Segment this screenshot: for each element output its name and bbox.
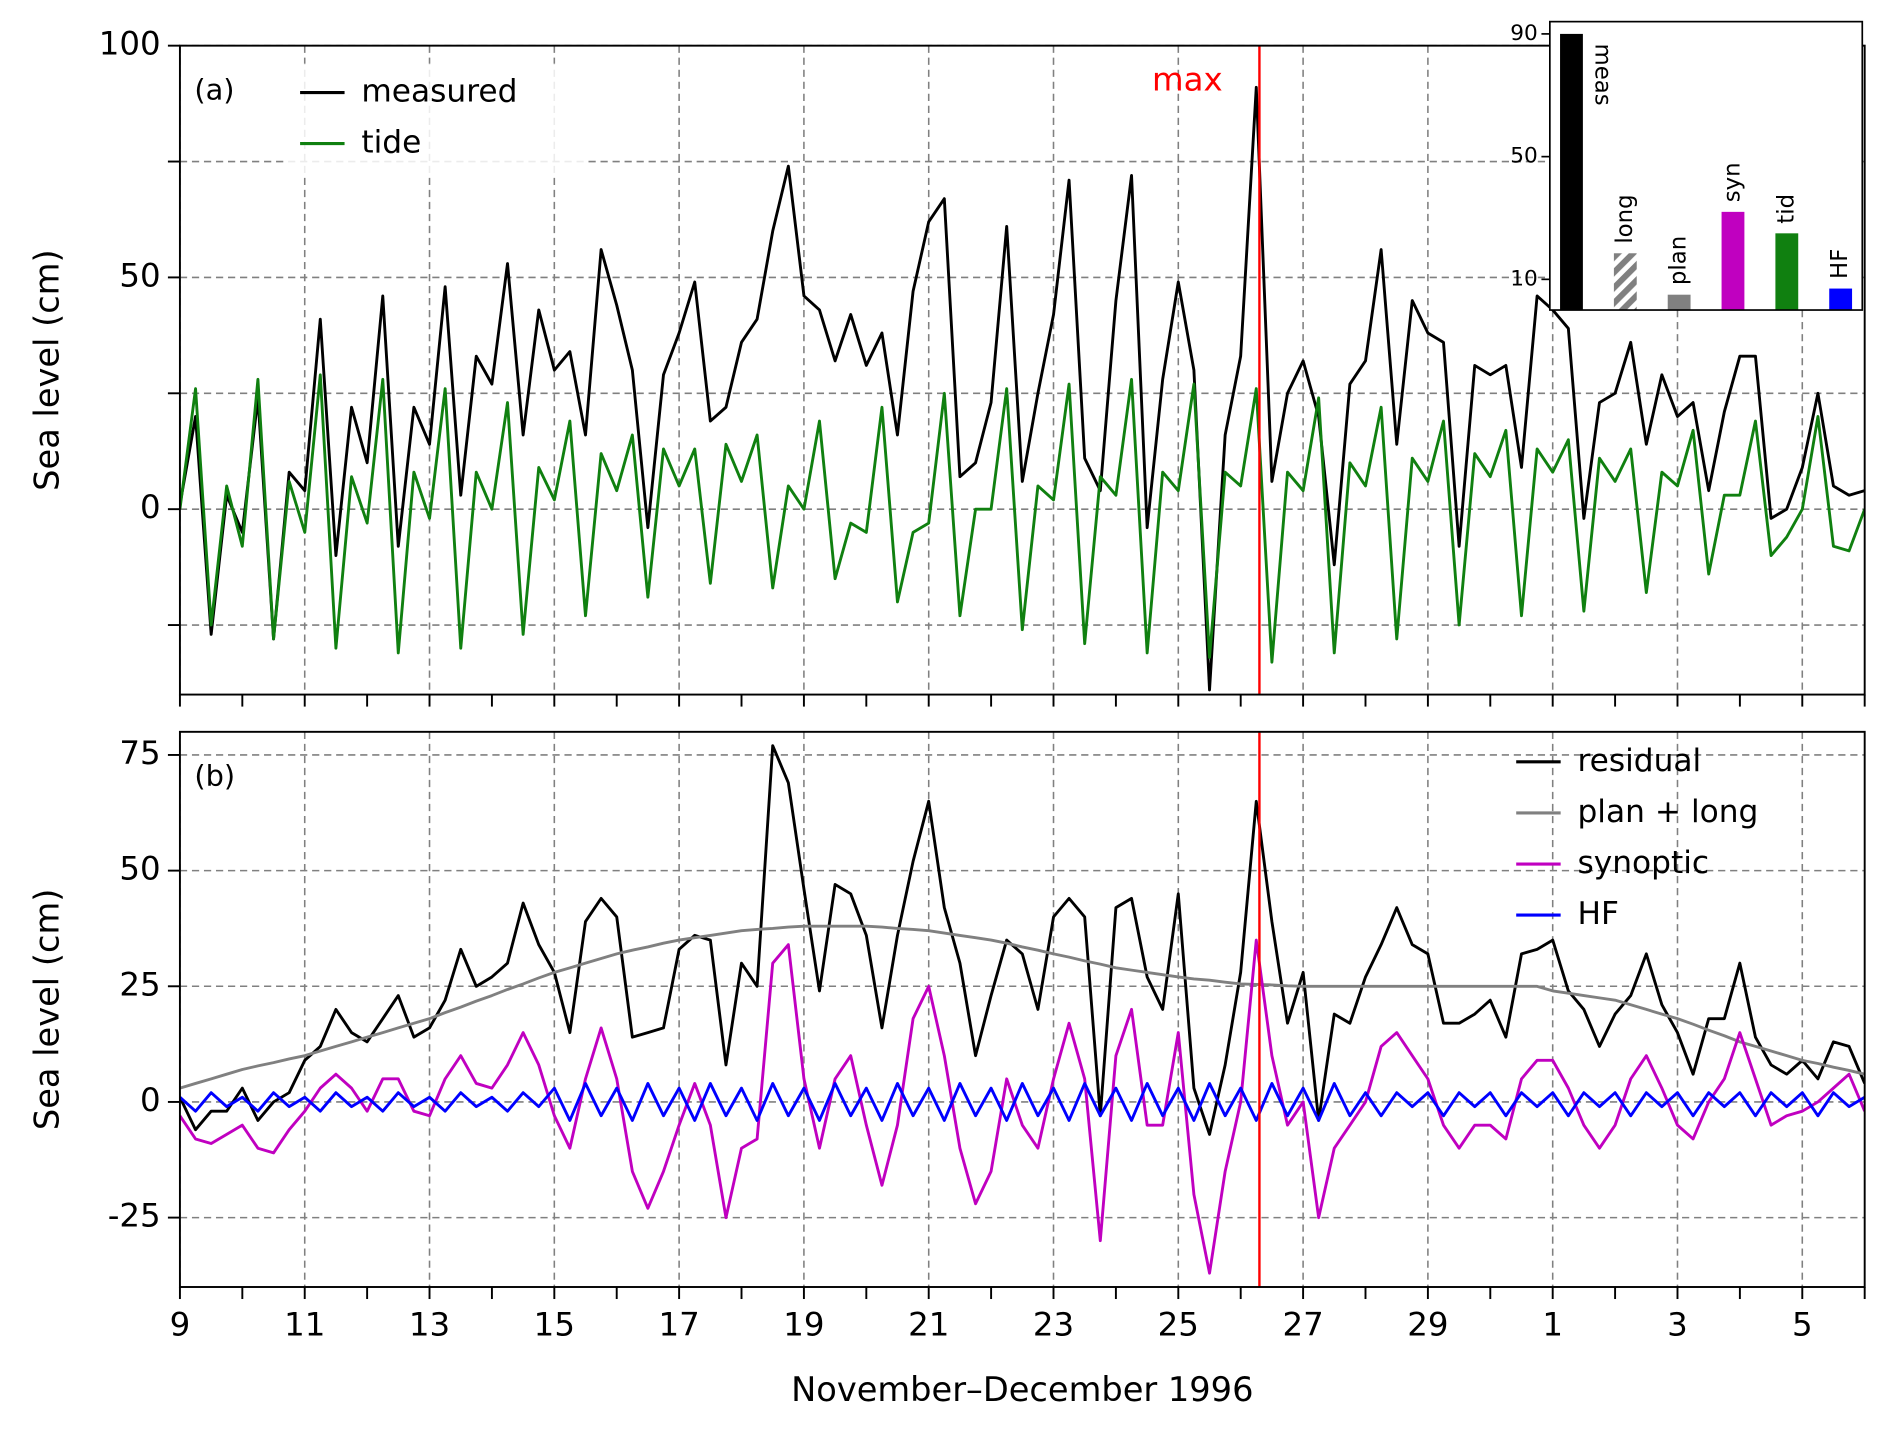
bar: [1829, 288, 1853, 311]
x-tick-label: 19: [783, 1306, 824, 1344]
bar: [1721, 211, 1745, 311]
y-tick-label: 50: [119, 850, 160, 888]
plot-area: [179, 744, 1865, 1275]
x-tick-label: 21: [908, 1306, 949, 1344]
inset-frame: [1549, 20, 1864, 311]
bar-label: plan: [1666, 236, 1692, 285]
legend-label: measured: [361, 74, 517, 110]
y-tick-label: 10: [1510, 266, 1538, 291]
y-tick-label: 0: [140, 488, 161, 526]
y-tick-label: 75: [119, 734, 160, 772]
series-line: [179, 938, 1865, 1275]
y-tick-label: 100: [99, 25, 161, 63]
panel-label: (b): [194, 758, 235, 792]
bar-label: tid: [1773, 194, 1799, 224]
bar: [1667, 294, 1691, 311]
legend-box: [285, 63, 587, 174]
bar-label: meas: [1590, 44, 1616, 106]
x-tick-label: 9: [170, 1306, 191, 1344]
inset-background: [1549, 21, 1863, 311]
x-tick-label: 5: [1792, 1306, 1813, 1344]
x-axis-label: November–December 1996: [791, 1370, 1253, 1409]
x-tick-label: 29: [1407, 1306, 1448, 1344]
y-axis-label: Sea level (cm): [27, 249, 66, 490]
x-tick-label: 17: [658, 1306, 699, 1344]
legend-label: plan + long: [1577, 794, 1758, 830]
plot-area: [179, 85, 1865, 692]
legend-label: residual: [1577, 743, 1701, 779]
annotation: max: [1152, 61, 1223, 99]
x-tick-label: 13: [409, 1306, 450, 1344]
y-tick-label: 50: [1510, 144, 1538, 169]
x-tick-label: 1: [1542, 1306, 1563, 1344]
panel-label: (a): [194, 72, 234, 106]
bar: [1613, 253, 1637, 311]
bar: [1775, 233, 1799, 311]
x-tick-label: 27: [1282, 1306, 1323, 1344]
x-tick-label: 3: [1667, 1306, 1688, 1344]
legend-label: HF: [1577, 896, 1618, 932]
y-tick-label: 50: [119, 256, 160, 294]
series-line: [179, 85, 1865, 692]
bar: [1560, 33, 1583, 311]
series-line: [179, 1081, 1865, 1122]
bar-label: long: [1612, 194, 1638, 243]
bar-label: syn: [1719, 162, 1745, 202]
axes-frame: [178, 730, 1866, 1288]
x-tick-label: 25: [1158, 1306, 1199, 1344]
series-line: [179, 924, 1865, 1090]
legend-label: synoptic: [1577, 845, 1709, 881]
axes-frame: [178, 44, 1866, 696]
x-tick-label: 23: [1033, 1306, 1074, 1344]
y-tick-label: 0: [140, 1081, 161, 1119]
x-tick-label: 11: [284, 1306, 325, 1344]
y-tick-label: 90: [1510, 21, 1538, 46]
x-tick-label: 15: [534, 1306, 575, 1344]
series-line: [179, 373, 1865, 664]
legend-label: tide: [361, 125, 421, 161]
y-tick-label: -25: [108, 1197, 161, 1235]
bar-label: HF: [1827, 249, 1853, 279]
series-line: [179, 744, 1865, 1136]
y-tick-label: 25: [119, 965, 160, 1003]
y-axis-label: Sea level (cm): [27, 889, 66, 1130]
